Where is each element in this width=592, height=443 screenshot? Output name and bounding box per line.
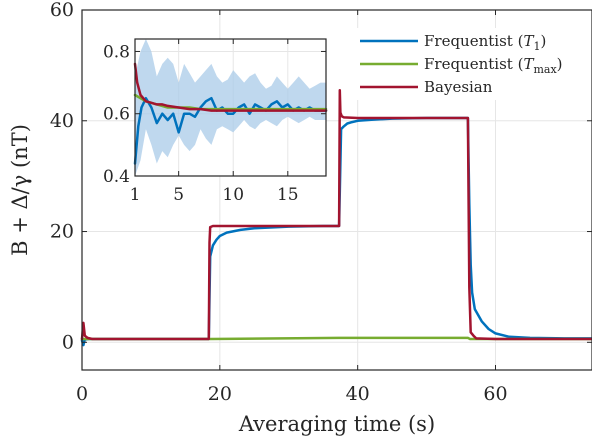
inset-y-tick-label: 0.6 [103,105,130,125]
inset-y-tick-label: 0.4 [103,167,130,187]
main-series-bayesian [80,89,592,341]
main-x-tick-label: 40 [346,383,370,405]
main-lines [80,89,592,347]
inset-plot: 1 5 10 15 0.40.60.8 [103,38,328,205]
main-x-ticks: 0 20 40 60 [76,10,508,405]
x-axis-label: Averaging time (s) [238,412,435,436]
main-y-tick-label: 20 [50,221,74,243]
inset-y-tick-label: 0.8 [103,42,130,62]
main-y-ticks: 0 20 40 60 [50,0,592,353]
main-x-tick-label: 60 [483,383,507,405]
inset-lines [133,62,328,165]
main-x-tick-label: 20 [208,383,232,405]
inset-x-tick-label: 10 [222,185,244,205]
main-x-tick-label: 0 [76,383,88,405]
inset-series-bayesian [133,62,328,112]
inset-plot-frame [134,38,327,177]
inset-x-ticks: 1 5 10 15 [130,39,299,205]
legend-label-bayesian: Bayesian [424,78,493,96]
main-plot-frame [81,9,592,371]
legend-label-frequentist-t1: Frequentist (T1) [424,32,546,53]
main-y-tick-label: 60 [50,0,74,21]
main-y-tick-label: 40 [50,110,74,132]
legend-label-frequentist-tmax: Frequentist (Tmax) [424,55,563,76]
inset-y-ticks: 0.4 0.6 0.8 [103,42,326,187]
inset-uncertainty-band [135,39,326,176]
y-axis-label: B + Δ/γ (nT) [8,124,32,256]
inset-x-tick-label: 1 [130,185,141,205]
legend: Frequentist (T1) Frequentist (Tmax) Baye… [355,28,587,100]
main-y-tick-label: 0 [62,331,74,353]
inset-x-tick-label: 5 [173,185,184,205]
inset-x-tick-label: 15 [277,185,299,205]
